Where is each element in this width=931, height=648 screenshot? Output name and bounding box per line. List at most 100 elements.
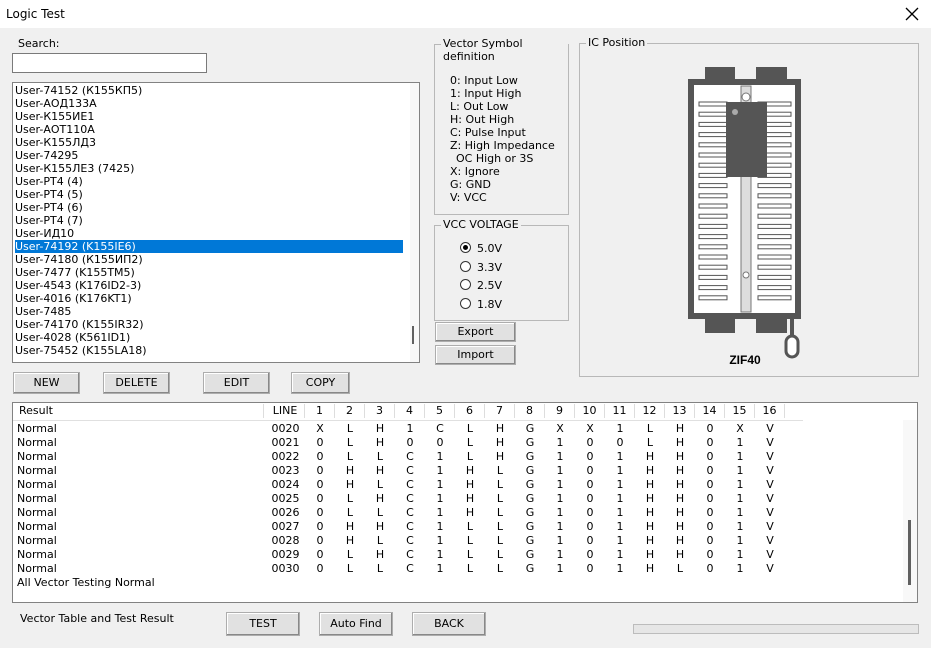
table-cell: 1 — [736, 548, 744, 561]
table-cell: V — [766, 492, 774, 505]
table-cell: 1 — [556, 492, 564, 505]
button[interactable]: Auto Find — [319, 612, 393, 636]
table-cell: V — [766, 534, 774, 547]
list-item[interactable]: User-4543 (K176ID2-3) — [15, 279, 142, 292]
list-item[interactable]: User-PT4 (5) — [15, 188, 83, 201]
table-cell: L — [496, 534, 504, 547]
table-cell: 0 — [586, 548, 594, 561]
pin-slot — [698, 101, 728, 107]
table-cell: 1 — [616, 534, 624, 547]
list-item[interactable]: User-74192 (K155IE6) — [15, 240, 403, 253]
table-cell: G — [525, 506, 535, 519]
pin-slot — [698, 172, 728, 178]
table-cell: L — [376, 534, 384, 547]
table-cell: G — [525, 492, 535, 505]
list-item[interactable]: User-4028 (K561ID1) — [15, 331, 131, 344]
table-cell: 0 — [706, 492, 714, 505]
radio-label: 5.0V — [477, 242, 503, 255]
pin-slot — [698, 111, 728, 117]
button[interactable]: BACK — [412, 612, 486, 636]
button[interactable]: Export — [435, 322, 516, 342]
table-cell: V — [766, 478, 774, 491]
table-cell: 0 — [316, 506, 324, 519]
pin-slot — [698, 162, 728, 168]
list-item[interactable]: User-75452 (K155LA18) — [15, 344, 147, 357]
list-item[interactable]: User-PT4 (6) — [15, 201, 83, 214]
list-item[interactable]: User-74170 (K155IR32) — [15, 318, 144, 331]
table-cell: L — [346, 506, 354, 519]
table-cell: 0030 — [271, 562, 300, 575]
scroll-thumb[interactable] — [412, 326, 414, 344]
table-cell: 1 — [736, 492, 744, 505]
table-cell: G — [525, 422, 535, 435]
search-input[interactable] — [12, 53, 207, 73]
pin-slot — [698, 183, 728, 189]
button[interactable]: NEW — [13, 372, 80, 394]
table-cell: G — [525, 464, 535, 477]
list-item[interactable]: User-PT4 (4) — [15, 175, 83, 188]
table-cell: H — [465, 506, 475, 519]
button[interactable]: TEST — [226, 612, 300, 636]
table-scrollbar[interactable] — [903, 420, 917, 602]
list-item[interactable]: User-АОД133А — [15, 97, 97, 110]
table-cell: 0 — [316, 450, 324, 463]
table-cell: H — [675, 422, 685, 435]
radio-button[interactable] — [460, 260, 471, 272]
symbol-line: X: Ignore — [450, 165, 500, 178]
radio-button[interactable] — [460, 242, 471, 253]
column-header: 14 — [695, 404, 725, 418]
table-cell: L — [346, 562, 354, 575]
symbol-line: C: Pulse Input — [450, 126, 526, 139]
table-cell: V — [766, 464, 774, 477]
table-cell: L — [496, 506, 504, 519]
table-cell: 1 — [736, 464, 744, 477]
table-cell: 1 — [436, 520, 444, 533]
table-cell: Normal — [17, 548, 57, 561]
button[interactable]: COPY — [291, 372, 350, 394]
table-cell: 1 — [616, 450, 624, 463]
table-cell: H — [675, 548, 685, 561]
pin-slot — [698, 223, 728, 229]
list-item[interactable]: User-АОТ110А — [15, 123, 95, 136]
table-cell: L — [496, 478, 504, 491]
button[interactable]: Import — [435, 345, 516, 365]
pin-slot — [698, 264, 728, 270]
list-item[interactable]: User-ИД10 — [15, 227, 75, 240]
list-scrollbar[interactable] — [410, 83, 419, 362]
close-button[interactable] — [904, 6, 920, 22]
button[interactable]: DELETE — [103, 372, 170, 394]
list-item[interactable]: User-7485 — [15, 305, 72, 318]
table-cell: 1 — [436, 464, 444, 477]
table-cell: H — [375, 548, 385, 561]
list-item[interactable]: User-74180 (К155ИП2) — [15, 253, 143, 266]
column-header: 10 — [575, 404, 605, 418]
table-cell: 0 — [586, 534, 594, 547]
pin-slot — [757, 203, 792, 209]
table-cell: Normal — [17, 450, 57, 463]
list-item[interactable]: User-7477 (K155TM5) — [15, 266, 135, 279]
list-item[interactable]: User-4016 (K176KT1) — [15, 292, 132, 305]
table-cell: H — [375, 422, 385, 435]
table-cell: L — [466, 436, 474, 449]
radio-button[interactable] — [460, 297, 471, 309]
list-item[interactable]: User-К155ИЕ1 — [15, 110, 95, 123]
list-item[interactable]: User-К155ЛД3 — [15, 136, 97, 149]
table-cell: 1 — [436, 450, 444, 463]
list-item[interactable]: User-74152 (К155КП5) — [15, 84, 143, 97]
table-cell: 0 — [706, 450, 714, 463]
table-cell: 1 — [736, 506, 744, 519]
pin-slot — [757, 254, 792, 260]
table-cell: Normal — [17, 436, 57, 449]
table-cell: 0025 — [271, 492, 300, 505]
table-cell: 1 — [406, 422, 414, 435]
list-item[interactable]: User-74295 — [15, 149, 79, 162]
scroll-thumb[interactable] — [908, 520, 911, 585]
vector-table: Result LINE 1 2 3 4 5 6 7 8 9 10 11 12 13 14 15 16 Normal… — [12, 402, 918, 603]
radio-button[interactable] — [460, 279, 471, 290]
list-item[interactable]: User-PT4 (7) — [15, 214, 83, 227]
button[interactable]: EDIT — [203, 372, 270, 394]
column-header: 4 — [395, 404, 425, 418]
table-cell: V — [766, 548, 774, 561]
list-item[interactable]: User-К155ЛЕ3 (7425) — [15, 162, 135, 175]
table-cell: H — [465, 464, 475, 477]
